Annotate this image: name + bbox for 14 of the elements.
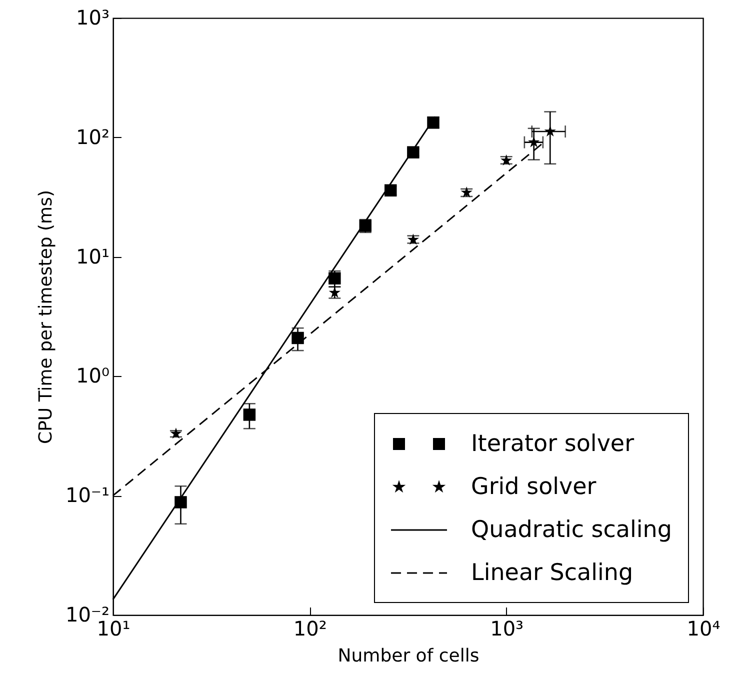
legend-label: Grid solver [471, 474, 596, 500]
x-axis-title: Number of cells [338, 646, 480, 666]
y-tick-label: 10⁻¹ [65, 483, 110, 508]
x-tick-label: 10² [293, 616, 327, 640]
legend-label: Linear Scaling [471, 560, 634, 586]
x-tick-label: 10⁴ [686, 616, 720, 640]
y-tick-label: 10¹ [76, 244, 110, 268]
y-tick-label: 10² [76, 124, 110, 149]
legend-label: Quadratic scaling [471, 516, 672, 542]
x-tick-label: 10³ [490, 616, 524, 640]
y-axis-title: CPU Time per timestep (ms) [35, 190, 56, 444]
y-tick-label: 10³ [76, 6, 110, 30]
legend-label: Iterator solver [471, 430, 634, 456]
y-tick-label: 10⁰ [76, 364, 110, 388]
